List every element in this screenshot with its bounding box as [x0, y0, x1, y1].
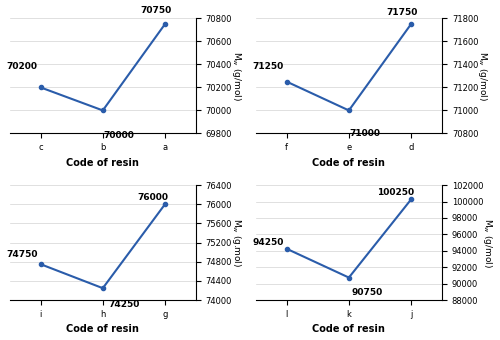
- X-axis label: Code of resin: Code of resin: [66, 324, 139, 335]
- Text: 100250: 100250: [377, 188, 414, 198]
- Y-axis label: M$_w$ (g.mol): M$_w$ (g.mol): [230, 218, 243, 267]
- Text: 70000: 70000: [103, 131, 134, 140]
- Text: 76000: 76000: [137, 192, 168, 202]
- Text: 94250: 94250: [252, 238, 284, 247]
- Text: 70750: 70750: [140, 6, 172, 15]
- Text: 71250: 71250: [252, 62, 284, 71]
- Text: 71750: 71750: [386, 8, 418, 17]
- X-axis label: Code of resin: Code of resin: [312, 324, 386, 335]
- X-axis label: Code of resin: Code of resin: [312, 158, 386, 168]
- Text: 71000: 71000: [349, 129, 380, 138]
- Text: 90750: 90750: [352, 288, 383, 297]
- Y-axis label: M$_w$ (g/mol): M$_w$ (g/mol): [476, 51, 490, 101]
- Y-axis label: M$_w$ (g/mol): M$_w$ (g/mol): [230, 51, 243, 101]
- X-axis label: Code of resin: Code of resin: [66, 158, 139, 168]
- Text: 70200: 70200: [6, 62, 38, 71]
- Text: 74250: 74250: [109, 301, 140, 309]
- Text: 74750: 74750: [6, 250, 38, 259]
- Y-axis label: M$_w$ (g/mol): M$_w$ (g/mol): [482, 218, 494, 268]
